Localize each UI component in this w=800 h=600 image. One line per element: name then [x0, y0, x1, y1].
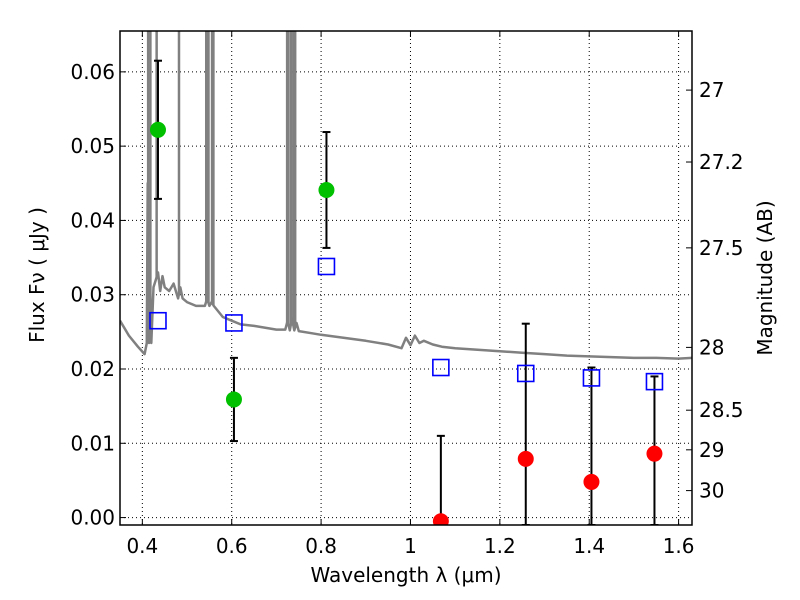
red-point [517, 450, 534, 467]
axis-ticks: 0.4 0.6 0.8 1 1.2 1.4 1.6 0.00 0.01 0.02 0.03 0.04 0… [70, 31, 744, 558]
x-tick-label: 1.4 [573, 534, 605, 558]
y-tick-label: 0.03 [70, 283, 115, 307]
red-point [583, 473, 600, 490]
blue-square-marker [582, 369, 601, 387]
y-tick-label: 0.01 [70, 431, 115, 455]
y-tick-label: 0.00 [70, 506, 115, 530]
right-tick-label: 27 [699, 78, 724, 102]
x-tick-label: 1 [404, 534, 417, 558]
y-tick-label: 0.06 [70, 60, 115, 84]
right-axis-label: Magnitude (AB) [753, 200, 777, 355]
x-tick-label: 0.4 [126, 534, 158, 558]
red-point [646, 445, 663, 462]
right-tick-label: 29 [699, 438, 724, 462]
right-tick-label: 27.5 [699, 236, 744, 260]
grid [120, 31, 692, 525]
blue-square-marker [149, 311, 167, 330]
y-tick-label: 0.02 [70, 357, 115, 381]
blue-square-marker [317, 257, 336, 276]
x-tick-label: 0.8 [305, 534, 337, 558]
red-point [432, 513, 449, 525]
x-axis-label: Wavelength λ (μm) [310, 563, 501, 587]
blue-square-marker [645, 372, 664, 391]
blue-square-marker [225, 314, 243, 332]
model-spectrum [120, 31, 692, 360]
x-tick-label: 1.6 [663, 534, 695, 558]
green-point [225, 391, 242, 408]
y-axis-label: Flux Fν ( μJy ) [25, 207, 49, 343]
data-points [149, 59, 664, 525]
green-point [149, 121, 166, 138]
blue-square-marker [432, 358, 450, 377]
x-tick-label: 0.6 [216, 534, 248, 558]
right-tick-label: 30 [699, 479, 724, 503]
x-tick-label: 1.2 [484, 534, 516, 558]
right-tick-label: 27.2 [699, 150, 744, 174]
right-tick-label: 28 [699, 335, 724, 359]
green-point [318, 181, 335, 198]
right-tick-label: 28.5 [699, 398, 744, 422]
y-tick-label: 0.05 [70, 134, 115, 158]
plot-frame [119, 30, 693, 526]
blue-square-marker [516, 364, 535, 383]
y-tick-label: 0.04 [70, 208, 115, 232]
